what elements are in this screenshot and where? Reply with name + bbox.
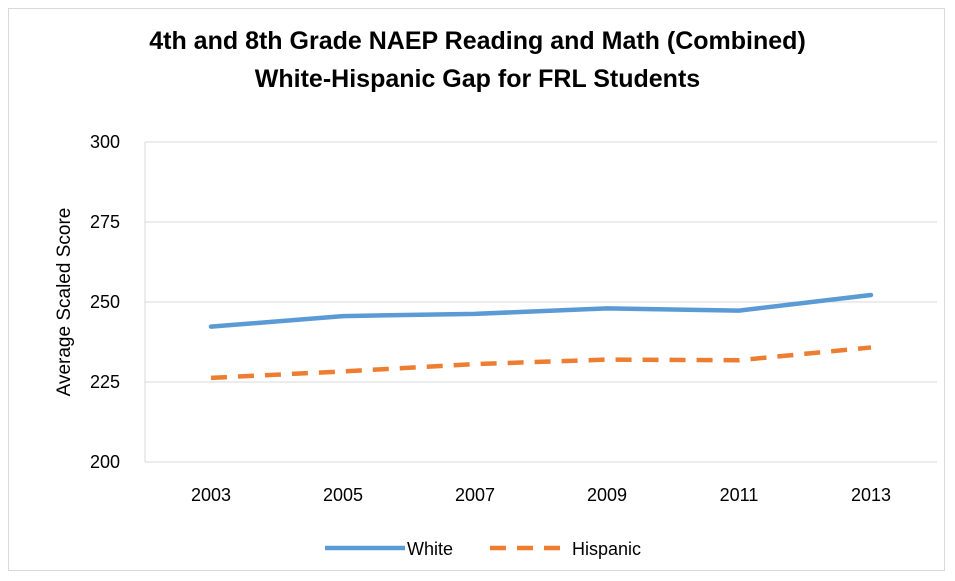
chart-title-line-1: 4th and 8th Grade NAEP Reading and Math … bbox=[149, 27, 806, 55]
chart-title: 4th and 8th Grade NAEP Reading and Math … bbox=[0, 22, 955, 98]
chart-title-line-2: White-Hispanic Gap for FRL Students bbox=[254, 65, 701, 93]
x-tick-label: 2007 bbox=[455, 485, 495, 505]
series-lines bbox=[208, 292, 874, 381]
y-tick-label: 200 bbox=[90, 452, 120, 472]
chart-frame bbox=[8, 8, 945, 571]
y-axis-label: Average Scaled Score bbox=[54, 208, 75, 397]
y-tick-label: 300 bbox=[90, 132, 120, 152]
y-tick-labels: 200 225 250 275 300 bbox=[90, 132, 120, 472]
x-tick-label: 2003 bbox=[191, 485, 231, 505]
x-tick-labels: 2003 2005 2007 2009 2011 2013 bbox=[191, 485, 891, 505]
y-tick-label: 275 bbox=[90, 212, 120, 232]
y-tick-label: 250 bbox=[90, 292, 120, 312]
x-tick-label: 2005 bbox=[323, 485, 363, 505]
x-tick-label: 2013 bbox=[851, 485, 891, 505]
x-tick-label: 2009 bbox=[587, 485, 627, 505]
y-tick-label: 225 bbox=[90, 372, 120, 392]
legend: White Hispanic bbox=[325, 539, 641, 559]
x-tick-label: 2011 bbox=[720, 485, 759, 505]
series-line-white bbox=[208, 292, 874, 329]
legend-label-white: White bbox=[407, 539, 453, 559]
legend-label-hispanic: Hispanic bbox=[572, 539, 641, 559]
series-line-hispanic bbox=[210, 345, 872, 381]
